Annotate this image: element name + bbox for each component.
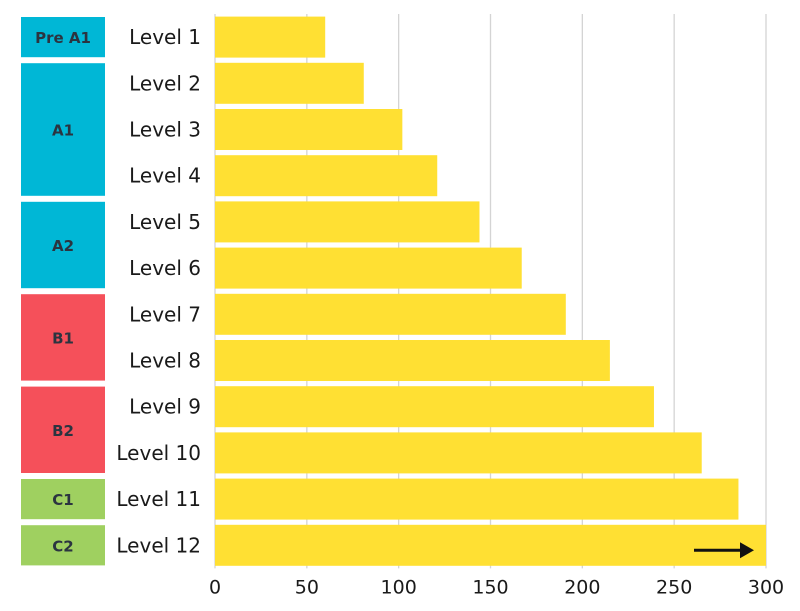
category-label: Level 11 [116,487,201,511]
bars [215,16,766,566]
bar-level-4 [215,155,438,197]
cefr-band-b1 [21,294,105,381]
bar-level-8 [215,340,610,381]
category-label: Level 3 [129,118,201,142]
category-label: Level 9 [129,395,201,419]
x-tick-label: 50 [295,576,319,598]
x-tick-label: 200 [564,576,600,598]
bar-level-2 [215,62,364,104]
cefr-band-a1 [21,63,105,196]
cefr-band-label-b1: B1 [52,329,74,347]
cefr-band-label-c1: C1 [52,491,73,509]
cefr-band-b2 [21,386,105,473]
bar-level-10 [215,432,702,474]
category-label: Level 5 [129,210,201,234]
category-labels: Level 1 Level 2 Level 3 Level 4 Level 5 Level… [116,25,201,557]
bar-level-1 [215,16,326,58]
cefr-band-label-c2: C2 [52,537,73,555]
cefr-band-a2 [21,201,105,289]
cefr-band-c1 [21,479,105,520]
bar-level-12 [215,524,766,566]
x-tick-label: 0 [209,576,221,598]
x-tick-label: 100 [381,576,417,598]
category-label: Level 12 [116,533,201,557]
cefr-band-label-a2: A2 [52,237,74,255]
cefr-band-label-a1: A1 [52,122,74,140]
category-label: Level 4 [129,164,201,188]
category-label: Level 10 [116,441,201,465]
x-tick-labels: 0 50 100 150 200 250 300 [209,576,784,598]
category-label: Level 8 [129,349,201,373]
bar-level-11 [215,478,739,520]
cefr-band-label-pre-a1: Pre A1 [35,29,91,47]
bar-level-6 [215,247,522,289]
category-label: Level 2 [129,71,201,95]
category-label: Level 7 [129,302,201,326]
cefr-bands: Pre A1 A1 A2 B1 B2 C1 C2 [21,17,105,566]
gridlines [214,14,767,569]
bar-level-3 [215,109,403,150]
bar-level-9 [215,386,654,428]
continuation-arrow [694,542,754,559]
x-tick-label: 150 [472,576,508,598]
bar-level-5 [215,201,480,243]
x-tick-label: 300 [748,576,784,598]
category-label: Level 1 [129,25,201,49]
cefr-band-c2 [21,525,105,566]
cefr-band-pre-a1 [21,17,105,58]
cefr-band-label-b2: B2 [52,422,74,440]
category-label: Level 6 [129,256,201,280]
bar-level-7 [215,293,566,335]
arrow-right-icon [740,542,754,559]
x-tick-label: 250 [656,576,692,598]
